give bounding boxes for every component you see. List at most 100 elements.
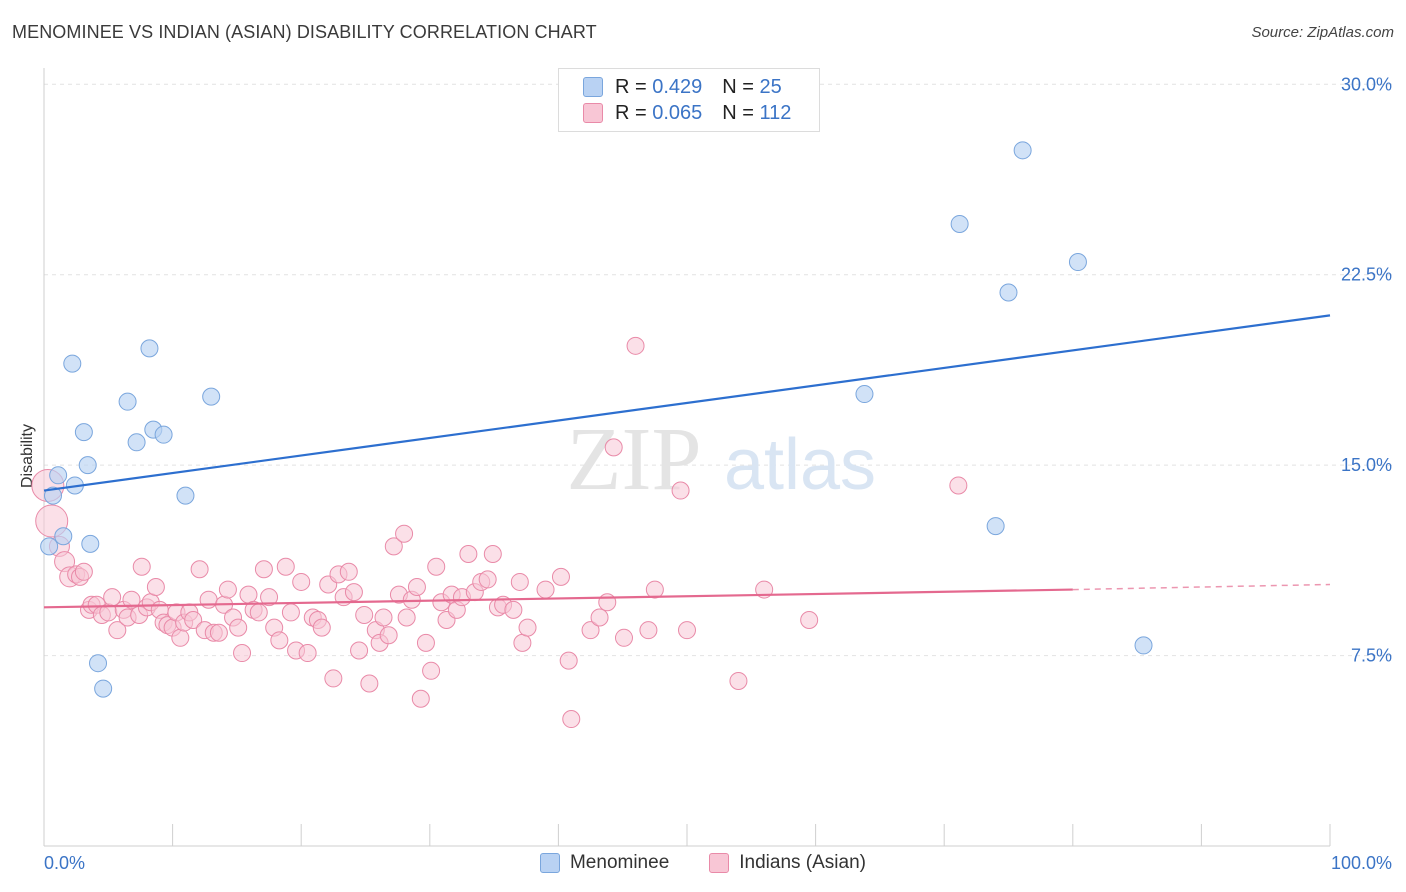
menominee-point [202, 387, 221, 406]
menominee-point [140, 339, 159, 358]
indians-asian-point [478, 570, 497, 589]
legend-row-indians-asian: R = 0.065 N = 112 [583, 101, 791, 125]
legend-r-value: 0.065 [652, 101, 703, 124]
indians-asian-point [800, 611, 819, 630]
indians-asian-point [427, 557, 446, 576]
axes [43, 68, 1331, 847]
indians-asian-point [513, 633, 532, 652]
indians-asian-point [355, 605, 374, 624]
indians-asian-point [626, 336, 645, 355]
indians-asian-point [416, 633, 435, 652]
series-legend-menominee: Menominee [539, 852, 670, 874]
indians-asian-point [171, 628, 190, 647]
legend-r-label: R = [615, 101, 647, 124]
indians-asian-point [551, 567, 570, 586]
indians-asian-point [384, 537, 403, 556]
y-tick-label: 7.5% [1351, 646, 1392, 666]
indians-asian-point [254, 560, 273, 579]
menominee-point [44, 486, 63, 505]
y-tick-label: 30.0% [1341, 74, 1392, 94]
menominee-point [49, 466, 68, 485]
indians-asian-point [233, 644, 252, 663]
series-legend: Menominee Indians (Asian) [0, 852, 1406, 874]
watermark: ZIP atlas [567, 410, 877, 509]
menominee-point [154, 425, 173, 444]
menominee-point [855, 385, 874, 404]
indians-asian-point [276, 557, 295, 576]
indians-asian-point [422, 661, 441, 680]
legend-r-value: 0.429 [652, 75, 703, 98]
menominee-point [1134, 636, 1153, 655]
indians-asian-point [562, 710, 581, 729]
indians-asian-point [339, 562, 358, 581]
indians-asian-trend-extension [1072, 583, 1331, 591]
legend-row-menominee: R = 0.429 N = 25 [583, 75, 782, 99]
indians-asian-point [379, 626, 398, 645]
menominee-point [89, 654, 108, 673]
menominee-point [950, 214, 969, 233]
indians-asian-point [536, 580, 555, 599]
menominee-point [63, 354, 82, 373]
indians-asian-point [729, 671, 748, 690]
indians-asian-point [598, 593, 617, 612]
series-name: Indians (Asian) [739, 852, 866, 873]
menominee-point [54, 527, 73, 546]
menominee-point [94, 679, 113, 698]
indians-asian-point [678, 621, 696, 640]
series-name: Menominee [569, 852, 670, 873]
indians-asian-point [312, 618, 331, 637]
indians-asian-point [292, 572, 311, 591]
indians-asian-point [249, 603, 268, 622]
watermark-atlas: atlas [724, 425, 876, 505]
legend-swatch-pink [583, 103, 603, 123]
indians-asian-trend-line [43, 588, 1073, 609]
legend-n-label: N = [722, 101, 754, 124]
indians-asian-point [74, 562, 93, 581]
menominee-point [78, 456, 97, 475]
indians-asian-point [344, 583, 363, 602]
indians-asian-point [298, 644, 317, 663]
indians-asian-point [270, 631, 289, 650]
indians-asian-point [559, 651, 578, 670]
x-tick-label: 0.0% [44, 853, 85, 873]
menominee-trend-line [43, 314, 1331, 492]
indians-asian-point [374, 608, 393, 627]
menominee-point [118, 392, 137, 411]
series-legend-indians-asian: Indians (Asian) [709, 852, 866, 874]
indians-asian-points [31, 336, 968, 729]
indians-asian-point [459, 545, 478, 564]
series-swatch-pink [709, 853, 730, 873]
tick-labels: 7.5% 15.0% 22.5% 30.0% 0.0% 100.0% [44, 74, 1392, 873]
indians-asian-point [949, 476, 968, 495]
menominee-point [81, 534, 100, 553]
indians-asian-point [590, 608, 609, 627]
y-tick-label: 22.5% [1341, 265, 1392, 285]
menominee-point [1013, 141, 1032, 160]
legend-n-value: 112 [759, 101, 792, 124]
indians-asian-point [645, 580, 664, 599]
chart-title: MENOMINEE VS INDIAN (ASIAN) DISABILITY C… [12, 22, 597, 42]
source-note: Source: ZipAtlas.com [1251, 24, 1394, 41]
indians-asian-point [639, 621, 658, 640]
menominee-point [40, 537, 59, 556]
menominee-points [40, 141, 1153, 698]
indians-asian-point [510, 572, 529, 591]
menominee-point [127, 433, 146, 452]
legend-r-label: R = [615, 75, 647, 98]
menominee-point [1068, 253, 1087, 272]
indians-asian-point [504, 600, 523, 619]
indians-asian-point [350, 641, 369, 660]
indians-asian-point [360, 674, 379, 693]
indians-asian-point [411, 689, 430, 708]
menominee-point [74, 423, 93, 442]
indians-asian-point [239, 585, 258, 604]
indians-asian-point [260, 588, 279, 607]
indians-asian-point [132, 557, 151, 576]
legend-n-label: N = [722, 75, 754, 98]
indians-asian-point [324, 669, 343, 688]
indians-asian-point [146, 578, 165, 597]
series-swatch-blue [539, 853, 560, 873]
trend-lines [43, 314, 1331, 609]
y-tick-label: 15.0% [1341, 455, 1392, 475]
